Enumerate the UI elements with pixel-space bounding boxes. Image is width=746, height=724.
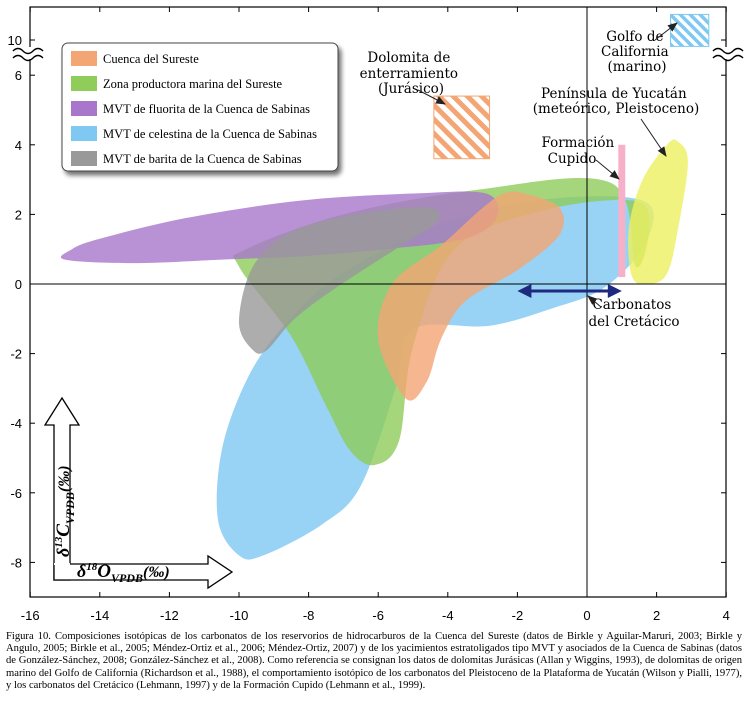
legend-box bbox=[61, 42, 339, 172]
legend-swatch bbox=[71, 126, 97, 141]
golfo-pointer bbox=[654, 22, 678, 41]
legend-label: MVT de celestina de la Cuenca de Sabinas bbox=[103, 127, 317, 141]
x-tick-label: -6 bbox=[372, 608, 384, 623]
dolomita-label: Dolomita de enterramiento (Jurásico) bbox=[360, 50, 463, 97]
legend: Cuenca del Sureste Zona productora marina… bbox=[61, 42, 339, 172]
tick-layer: -16 -14 -12 -10 -8 -6 -4 -2 0 2 4 -8 -6 -4 -2 0 2 4 6 10 bbox=[8, 7, 730, 623]
carbonatos-pointer bbox=[587, 295, 602, 308]
y-tick-label: -4 bbox=[10, 416, 22, 431]
y-tick-label: 10 bbox=[8, 33, 22, 48]
y-tick-label: -6 bbox=[10, 486, 22, 501]
x-tick-label: 4 bbox=[723, 608, 730, 623]
x-tick-label: -10 bbox=[230, 608, 249, 623]
region-3 bbox=[239, 207, 440, 354]
legend-label: MVT de fluorita de la Cuenca de Sabinas bbox=[103, 102, 310, 116]
reference-box-0 bbox=[433, 95, 491, 160]
y-tick-label: 6 bbox=[15, 68, 22, 83]
reference-box-1 bbox=[670, 13, 710, 47]
carbonatos-label: Carbonatos del Cretácico bbox=[588, 297, 679, 330]
x-tick-label: -14 bbox=[90, 608, 109, 623]
x-axis-arrow bbox=[53, 554, 234, 590]
x-tick-label: -12 bbox=[160, 608, 179, 623]
y-axis-arrow bbox=[43, 396, 81, 581]
x-tick-label: -16 bbox=[21, 608, 40, 623]
y-tick-label: 2 bbox=[15, 207, 22, 222]
y-tick-label: -2 bbox=[10, 347, 22, 362]
x-tick-label: -8 bbox=[303, 608, 315, 623]
cretacico-arrow bbox=[517, 284, 622, 298]
region-4 bbox=[377, 191, 564, 401]
legend-swatch bbox=[71, 101, 97, 116]
legend-swatch bbox=[71, 151, 97, 166]
x-tick-label: -2 bbox=[512, 608, 524, 623]
golfo-label: Golfo de California (marino) bbox=[601, 29, 673, 75]
regions-layer bbox=[60, 139, 688, 560]
figure-caption: Figura 10. Composiciones isotópicas de l… bbox=[6, 631, 742, 691]
x-axis-title: δ18OVPDB(‰) bbox=[77, 561, 170, 585]
arrow-head-left bbox=[517, 284, 532, 298]
dolomita-pointer bbox=[417, 89, 446, 105]
cupido-pointer bbox=[595, 159, 620, 180]
cupido-label: Formación Cupido bbox=[541, 135, 618, 167]
legend-swatch bbox=[71, 76, 97, 91]
axis-break-right bbox=[712, 47, 746, 62]
y-tick-label: -8 bbox=[10, 555, 22, 570]
legend-label: MVT de barita de la Cuenca de Sabinas bbox=[103, 152, 302, 166]
x-tick-label: -4 bbox=[442, 608, 454, 623]
isotope-figure: -16 -14 -12 -10 -8 -6 -4 -2 0 2 4 -8 -6 -4 -2 0 2 4 6 10 Cu… bbox=[7, 6, 746, 623]
x-tick-label: 0 bbox=[583, 608, 590, 623]
y-axis-title: δ13CVPDB(‰) bbox=[53, 465, 77, 557]
legend-swatch bbox=[71, 51, 97, 66]
y-tick-label: 4 bbox=[15, 138, 22, 153]
y-tick-label: 0 bbox=[15, 277, 22, 292]
axis-arrows bbox=[43, 396, 234, 590]
reference-box-2 bbox=[618, 144, 626, 278]
arrow-head-right bbox=[607, 284, 622, 298]
x-tick-label: 2 bbox=[653, 608, 660, 623]
axis-break-left bbox=[10, 47, 44, 62]
legend-label: Zona productora marina del Sureste bbox=[103, 77, 283, 91]
legend-label: Cuenca del Sureste bbox=[103, 52, 199, 66]
region-5 bbox=[628, 139, 688, 285]
yucatan-pointer bbox=[640, 118, 667, 157]
yucatan-label: Península de Yucatán (meteórico, Pleisto… bbox=[533, 86, 699, 117]
